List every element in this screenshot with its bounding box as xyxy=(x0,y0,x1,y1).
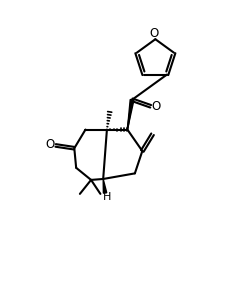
Text: O: O xyxy=(150,27,159,40)
Text: O: O xyxy=(152,100,161,113)
Polygon shape xyxy=(103,179,107,193)
Polygon shape xyxy=(127,99,134,129)
Text: H: H xyxy=(103,192,111,202)
Text: O: O xyxy=(45,138,55,151)
